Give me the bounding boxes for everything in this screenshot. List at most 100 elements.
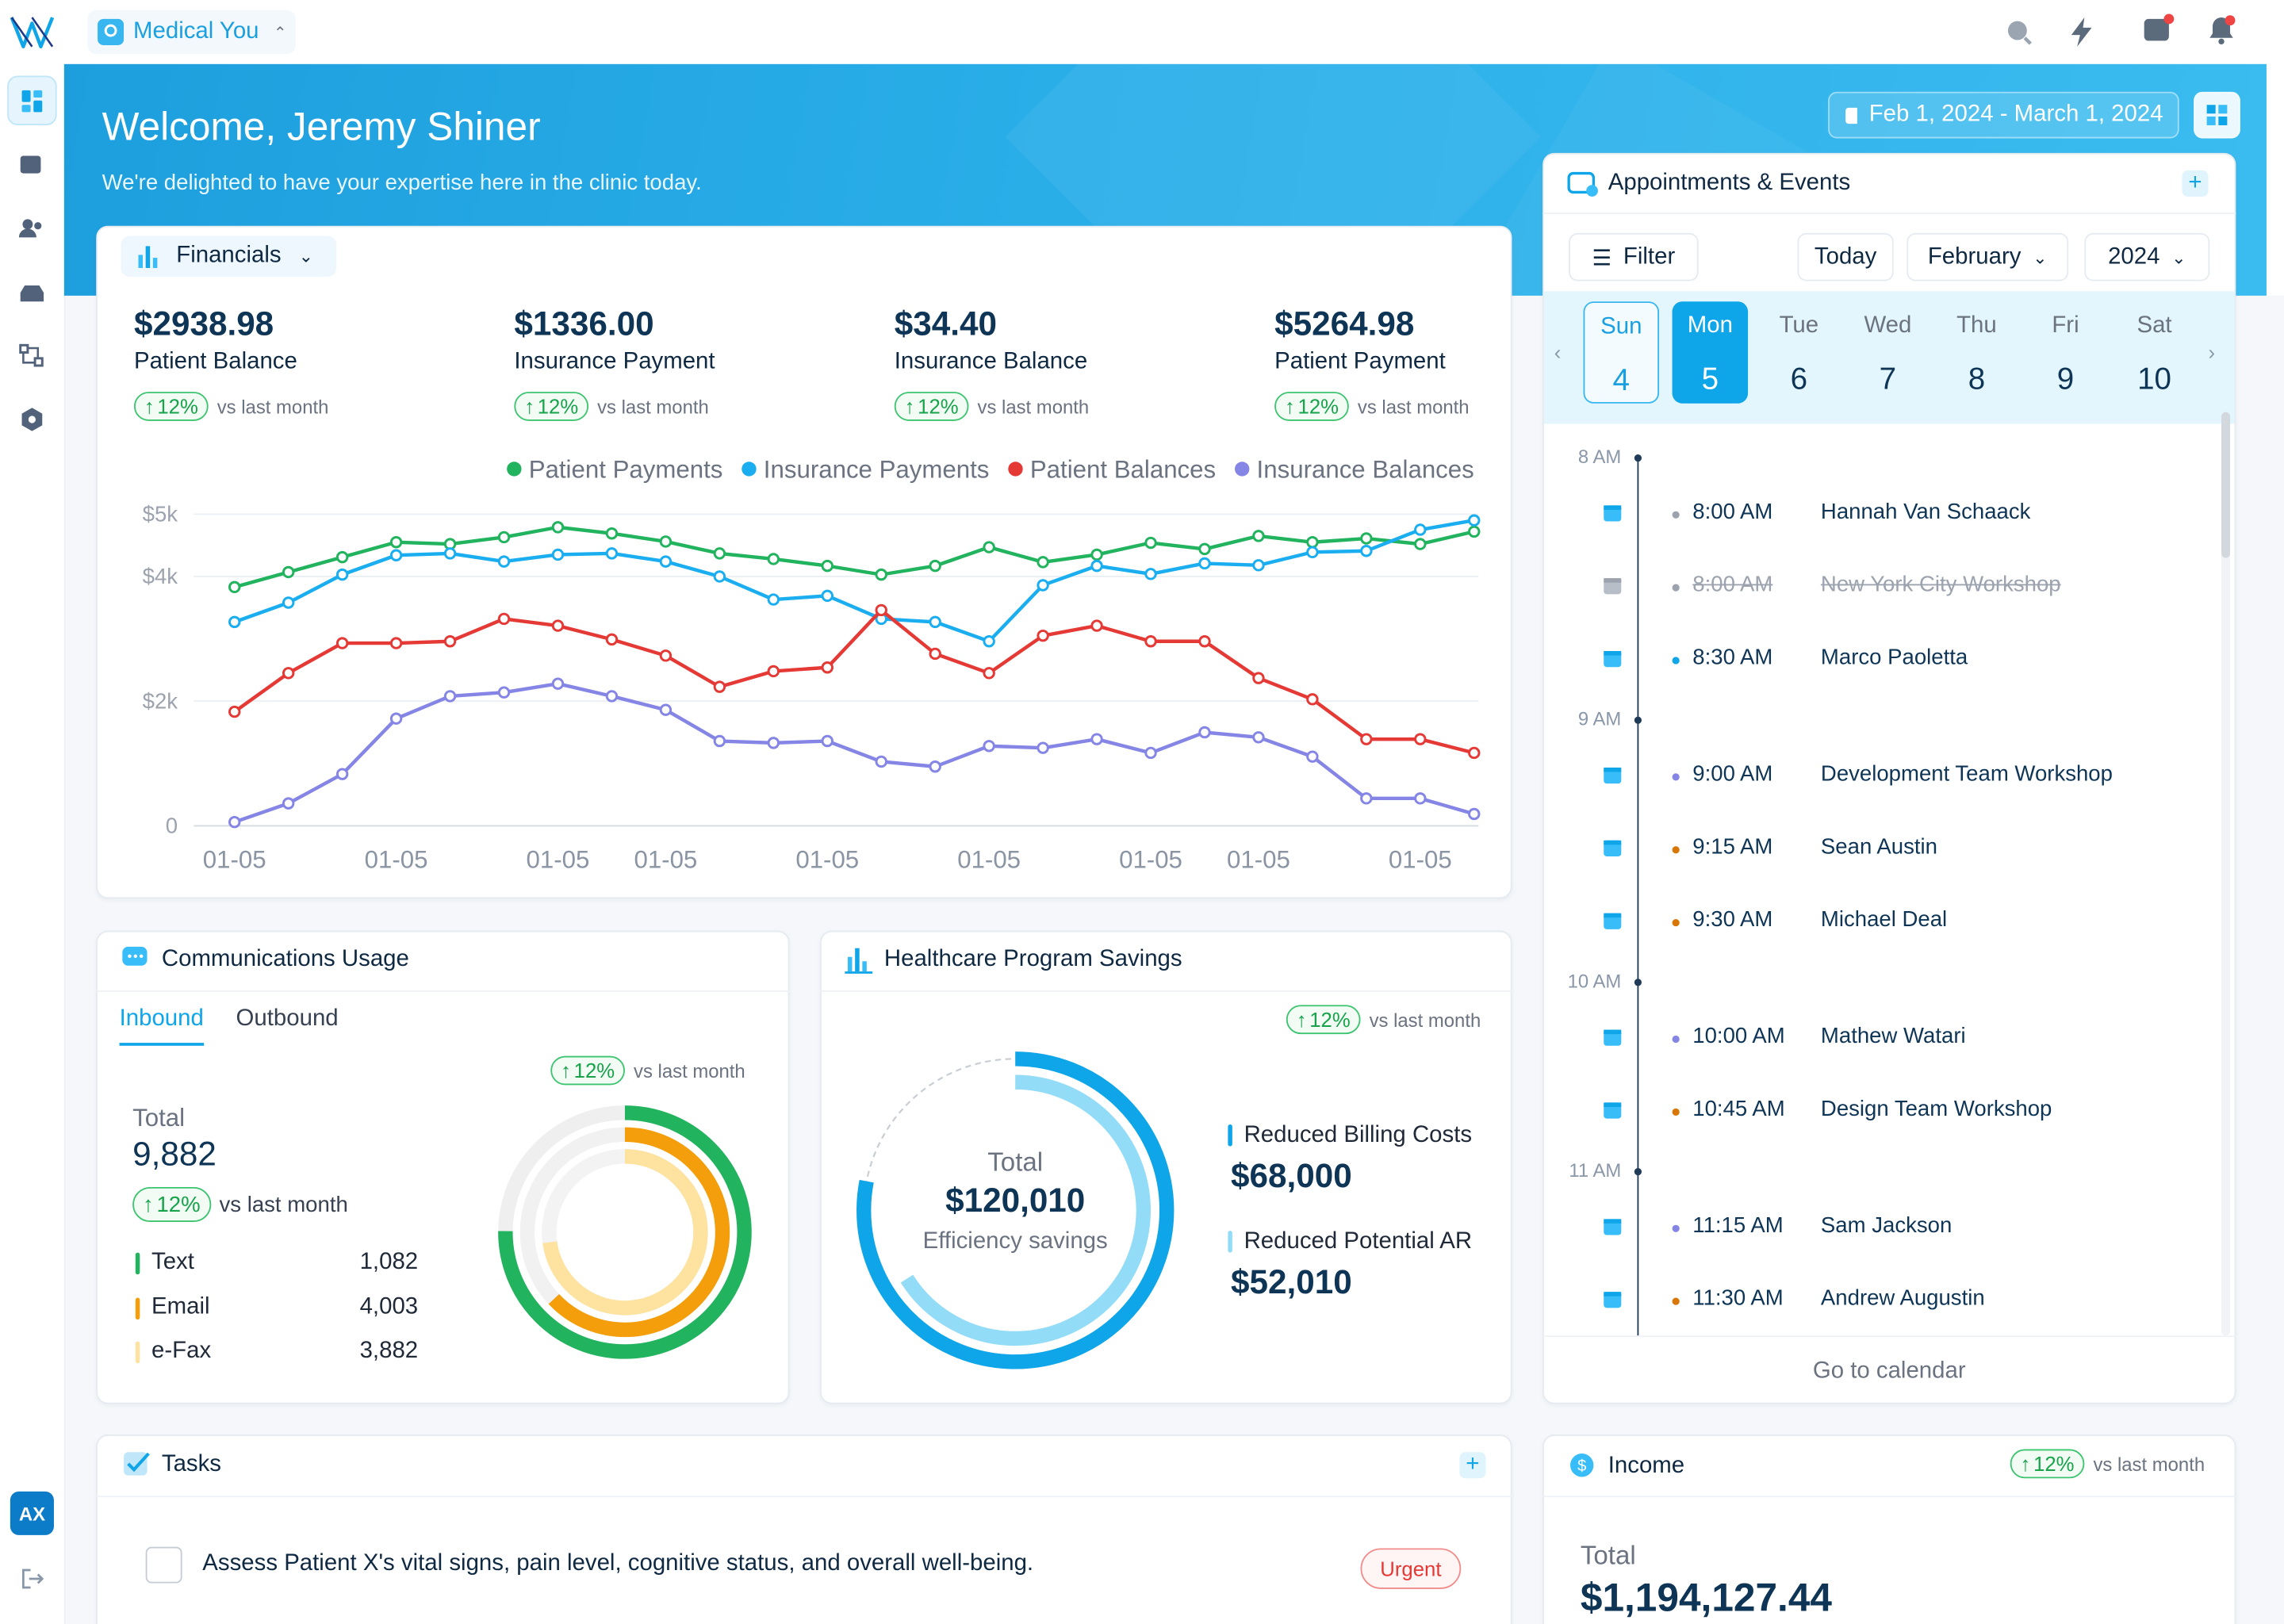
- item-name: Reduced Billing Costs: [1244, 1123, 1473, 1148]
- day-cell[interactable]: Tue 6: [1761, 301, 1838, 404]
- event-row[interactable]: 10:45 AM Design Team Workshop: [1542, 1094, 2234, 1128]
- year-select[interactable]: 2024 ⌄: [2084, 232, 2210, 282]
- event-row[interactable]: 9:00 AM Development Team Workshop: [1542, 759, 2234, 794]
- icon-part: [1604, 1102, 1622, 1107]
- kpi-label: Insurance Payment: [514, 349, 715, 375]
- change-indicator: ↑ 12% vs last month: [1286, 1005, 1481, 1035]
- data-point: [1144, 568, 1157, 580]
- icon-part: [21, 90, 31, 102]
- data-point: [1306, 536, 1319, 549]
- data-point: [929, 760, 941, 773]
- prev-week[interactable]: ‹: [1554, 340, 1562, 365]
- org-switcher[interactable]: Medical You ⌃: [87, 10, 296, 54]
- ring-arc: [519, 1127, 730, 1338]
- filter-button[interactable]: ☰ Filter: [1569, 232, 1699, 282]
- task-checkbox[interactable]: [145, 1546, 182, 1584]
- event-row[interactable]: 8:00 AM Hannah Van Schaack: [1542, 496, 2234, 531]
- data-point: [875, 568, 887, 581]
- legend-label: Patient Balances: [1030, 455, 1216, 483]
- icon-part: [21, 105, 31, 113]
- nav-settings[interactable]: [19, 406, 45, 432]
- x-tick-label: 01-05: [957, 846, 1021, 874]
- nav-workflows[interactable]: [19, 343, 45, 367]
- icon-part: [862, 961, 867, 972]
- event-row[interactable]: 11:30 AM Andrew Augustin: [1542, 1283, 2234, 1318]
- data-point: [443, 690, 457, 703]
- nav-patients[interactable]: [18, 217, 45, 240]
- timeline: [1637, 455, 1639, 1336]
- icon-part: [2144, 18, 2169, 41]
- legend-swatch: [1008, 462, 1023, 477]
- event-dot: [1672, 657, 1680, 665]
- compare-label: vs last month: [217, 395, 329, 418]
- card-title: Tasks: [161, 1452, 222, 1477]
- priority-tag: Urgent: [1360, 1548, 1462, 1589]
- data-point: [1252, 530, 1265, 542]
- data-point: [1090, 559, 1103, 573]
- event-row[interactable]: 9:15 AM Sean Austin: [1542, 832, 2234, 867]
- search-icon[interactable]: [2004, 17, 2033, 47]
- data-point: [1198, 542, 1211, 556]
- day-cell[interactable]: Mon 5: [1672, 301, 1749, 404]
- legend-bar: [1228, 1231, 1232, 1253]
- event-time: 11:15 AM: [1692, 1213, 1784, 1239]
- calendar-link[interactable]: Go to calendar: [1812, 1358, 1966, 1384]
- logout-icon[interactable]: [21, 1567, 47, 1590]
- divider: [1542, 1496, 2236, 1498]
- icon-part: [2071, 17, 2092, 47]
- tab[interactable]: Outbound: [236, 1006, 339, 1032]
- day-cell[interactable]: Thu 8: [1939, 301, 2015, 404]
- data-point: [1414, 733, 1427, 745]
- data-point: [659, 703, 673, 716]
- notification-dot: [2225, 15, 2236, 26]
- layout-button[interactable]: [2194, 91, 2240, 139]
- day-cell[interactable]: Wed 7: [1850, 301, 1926, 404]
- x-tick-label: 01-05: [795, 846, 859, 874]
- nav-inbox[interactable]: [19, 281, 45, 304]
- logo[interactable]: [9, 12, 56, 52]
- day-cell[interactable]: Sat 10: [2117, 301, 2193, 404]
- data-point: [551, 677, 565, 690]
- event-name: Sean Austin: [1820, 834, 1937, 860]
- next-week[interactable]: ›: [2208, 340, 2216, 365]
- day-date: 10: [2137, 362, 2171, 396]
- up-arrow: ↑: [1285, 394, 1295, 419]
- data-point: [1252, 559, 1265, 572]
- day-date: 9: [2056, 362, 2075, 396]
- usage-rings: [498, 1105, 752, 1359]
- event-row[interactable]: 10:00 AM Mathew Watari: [1542, 1021, 2234, 1056]
- data-point: [1198, 635, 1211, 648]
- day-date: 8: [1968, 362, 1986, 396]
- day-cell[interactable]: Sun 4: [1583, 301, 1660, 404]
- data-point: [335, 550, 349, 564]
- chat-icon[interactable]: [2141, 13, 2176, 48]
- event-row[interactable]: 9:30 AM Michael Deal: [1542, 905, 2234, 940]
- tab-active[interactable]: Inbound: [119, 1006, 204, 1046]
- event-row[interactable]: 8:00 AM New York City Workshop: [1542, 569, 2234, 604]
- menu-caret: ⌄: [298, 246, 314, 267]
- bell-icon[interactable]: [2204, 13, 2239, 48]
- change-value: 12%: [157, 394, 198, 419]
- nav-dashboard-active[interactable]: [7, 75, 57, 125]
- scroll-thumb[interactable]: [2221, 412, 2231, 558]
- series-line: [233, 519, 1475, 643]
- event-name: New York City Workshop: [1820, 572, 2061, 598]
- event-row[interactable]: 8:30 AM Marco Paoletta: [1542, 642, 2234, 677]
- today-button[interactable]: Today: [1797, 232, 1894, 282]
- add-event-button[interactable]: +: [2182, 170, 2209, 197]
- financials-menu[interactable]: Financials ⌄: [121, 236, 337, 277]
- up-arrow: ↑: [561, 1059, 572, 1082]
- month-select[interactable]: February ⌄: [1907, 232, 2069, 282]
- day-cell[interactable]: Fri 9: [2028, 301, 2104, 404]
- add-task-button[interactable]: +: [1459, 1452, 1486, 1479]
- date-range-picker[interactable]: Feb 1, 2024 - March 1, 2024: [1828, 91, 2179, 139]
- icon-part: [1845, 107, 1858, 124]
- date-range: Feb 1, 2024 - March 1, 2024: [1868, 102, 2163, 127]
- divider: [96, 990, 790, 992]
- event-row[interactable]: 11:15 AM Sam Jackson: [1542, 1210, 2234, 1245]
- icon-part: [1604, 578, 1622, 583]
- bolt-icon[interactable]: [2067, 16, 2096, 48]
- data-point: [1252, 731, 1265, 744]
- user-avatar[interactable]: AX: [10, 1491, 54, 1535]
- nav-calendar[interactable]: [19, 153, 45, 176]
